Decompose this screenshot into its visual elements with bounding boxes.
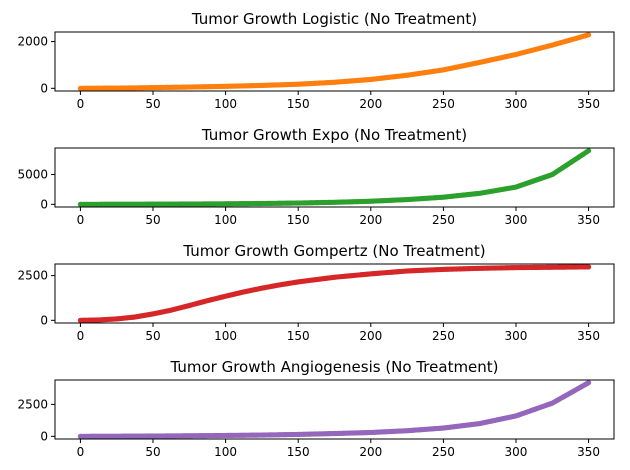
- x-tick-label: 150: [287, 329, 310, 343]
- y-tick-label: 2500: [17, 397, 48, 411]
- chart-title: Tumor Growth Logistic (No Treatment): [191, 10, 477, 28]
- x-tick-label: 250: [432, 213, 455, 227]
- x-tick-label: 150: [287, 97, 310, 111]
- data-point: [585, 32, 592, 38]
- x-tick-label: 250: [432, 445, 455, 459]
- x-tick-label: 300: [505, 445, 528, 459]
- data-point: [585, 264, 592, 270]
- x-tick-label: 300: [505, 329, 528, 343]
- x-tick-label: 0: [77, 97, 85, 111]
- y-tick-label: 0: [40, 313, 48, 327]
- x-tick-label: 50: [145, 329, 160, 343]
- x-tick-label: 250: [432, 329, 455, 343]
- axes-frame: [54, 31, 615, 92]
- x-tick-label: 150: [287, 445, 310, 459]
- x-tick-label: 200: [359, 97, 382, 111]
- x-tick-label: 350: [577, 445, 600, 459]
- x-tick-label: 0: [77, 213, 85, 227]
- axes-frame: [54, 379, 615, 440]
- chart-title: Tumor Growth Expo (No Treatment): [201, 126, 467, 144]
- x-tick-label: 100: [214, 97, 237, 111]
- x-tick-label: 50: [145, 97, 160, 111]
- chart-title: Tumor Growth Gompertz (No Treatment): [182, 242, 485, 260]
- y-tick-label: 0: [40, 429, 48, 443]
- x-tick-label: 300: [505, 213, 528, 227]
- axes-frame: [54, 263, 615, 324]
- x-tick-label: 50: [145, 445, 160, 459]
- x-tick-label: 200: [359, 445, 382, 459]
- x-tick-label: 350: [577, 329, 600, 343]
- x-tick-label: 350: [577, 97, 600, 111]
- y-tick-label: 0: [40, 197, 48, 211]
- data-point: [585, 148, 592, 154]
- x-tick-label: 150: [287, 213, 310, 227]
- x-tick-label: 300: [505, 97, 528, 111]
- x-tick-label: 50: [145, 213, 160, 227]
- x-tick-label: 350: [577, 213, 600, 227]
- y-tick-label: 2000: [17, 35, 48, 49]
- axes-frame: [54, 147, 615, 208]
- x-tick-label: 0: [77, 445, 85, 459]
- x-tick-label: 100: [214, 445, 237, 459]
- x-tick-label: 250: [432, 97, 455, 111]
- x-tick-label: 0: [77, 329, 85, 343]
- x-tick-label: 200: [359, 213, 382, 227]
- y-tick-label: 0: [40, 81, 48, 95]
- data-point: [585, 380, 592, 386]
- y-tick-label: 5000: [17, 168, 48, 182]
- x-tick-label: 100: [214, 213, 237, 227]
- x-tick-label: 200: [359, 329, 382, 343]
- x-tick-label: 100: [214, 329, 237, 343]
- chart-title: Tumor Growth Angiogenesis (No Treatment): [169, 358, 498, 376]
- y-tick-label: 2500: [17, 269, 48, 283]
